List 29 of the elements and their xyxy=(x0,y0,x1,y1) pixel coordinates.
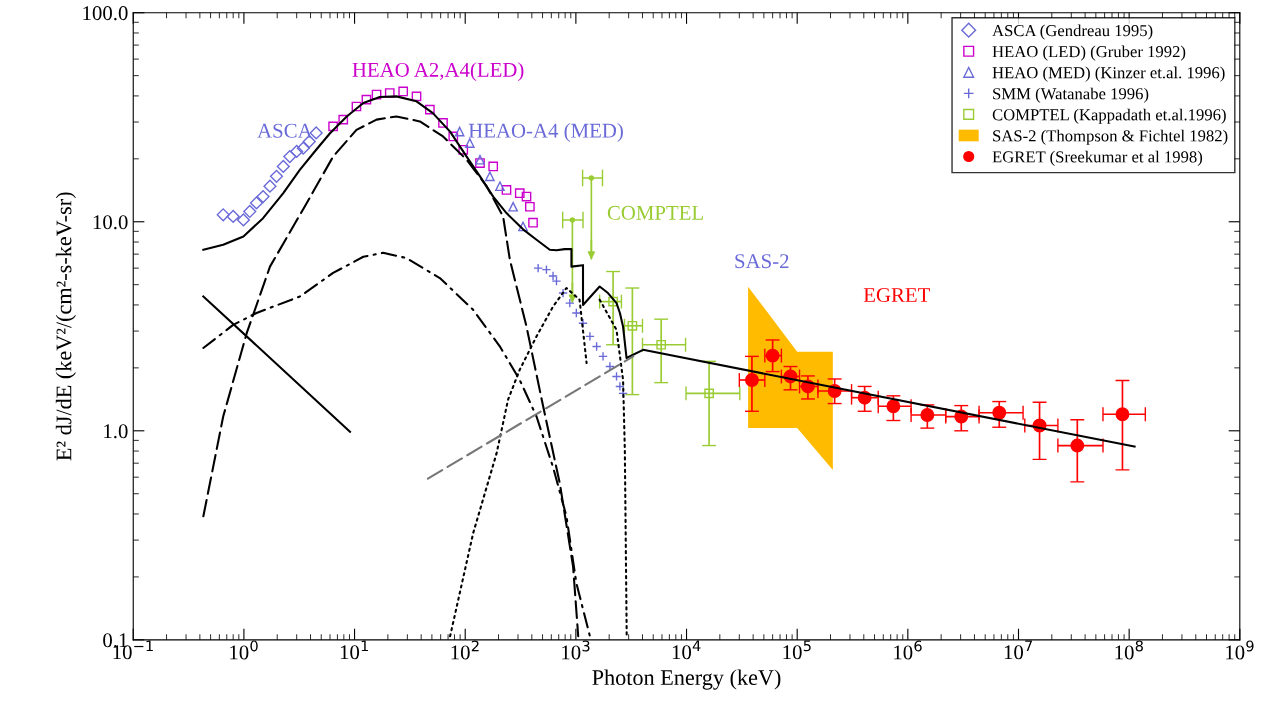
annotation: HEAO A2,A4(LED) xyxy=(352,62,524,82)
x-tick-label: 10$^{5}$ xyxy=(783,640,811,660)
x-tick-label: 10$^{1}$ xyxy=(340,640,368,660)
line-series xyxy=(598,298,628,638)
x-tick-label: 10$^{6}$ xyxy=(894,640,922,660)
annotation: EGRET xyxy=(863,288,930,303)
x-tick-label: 10$^{3}$ xyxy=(562,640,590,660)
annotation: ASCA xyxy=(257,123,313,138)
y-axis-title: E² dJ/dE (keV²/(cm²-s-keV-sr) xyxy=(55,192,76,461)
x-tick-label: 10$^{9}$ xyxy=(1226,640,1254,660)
annotation: COMPTEL xyxy=(607,205,703,220)
x-tick-label: 10$^{8}$ xyxy=(1115,640,1143,660)
legend-label: SAS-2 (Thompson & Fichtel 1982) xyxy=(993,129,1228,145)
x-axis-title: Photon Energy (keV) xyxy=(592,669,781,690)
annotation: HEAO-A4 (MED) xyxy=(468,123,623,142)
legend-label: COMPTEL (Kappadath et.al.1996) xyxy=(992,108,1226,124)
legend-label: ASCA (Gendreau 1995) xyxy=(992,24,1153,40)
x-tick-label: 10$^{7}$ xyxy=(1004,640,1033,660)
legend-label: HEAO (LED) (Gruber 1992) xyxy=(992,45,1186,61)
y-tick-label: 1.0 xyxy=(104,424,128,439)
x-tick-label: 10$^{2}$ xyxy=(451,640,479,660)
x-tick-label: 10$^{4}$ xyxy=(672,640,701,660)
y-tick-label: 100.0 xyxy=(83,6,128,21)
legend-label: SMM (Watanabe 1996) xyxy=(993,87,1149,103)
y-tick-label: 10.0 xyxy=(93,215,128,230)
legend-label: EGRET (Sreekumar et al 1998) xyxy=(992,150,1203,166)
x-tick-label: 10$^{0}$ xyxy=(230,640,258,660)
annotation: SAS-2 xyxy=(735,254,789,269)
legend-label: HEAO (MED) (Kinzer et.al. 1996) xyxy=(992,66,1225,82)
